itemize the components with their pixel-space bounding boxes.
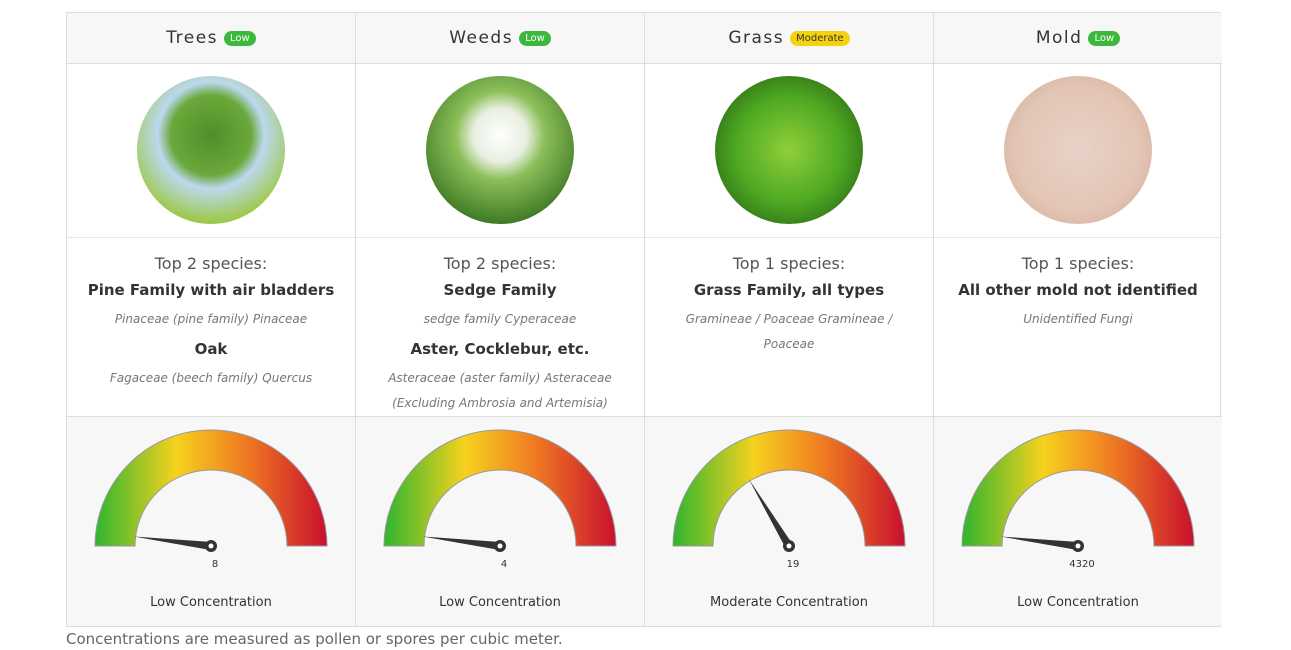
- image-cell: [356, 64, 644, 238]
- species-name: Grass Family, all types: [693, 280, 885, 299]
- top-species-label: Top 1 species:: [1021, 253, 1135, 273]
- species-latin: Pinaceae (pine family) Pinaceae: [114, 311, 308, 326]
- column: Mold Low Top 1 species: All other mold not …: [934, 13, 1222, 626]
- gauge-value: 8: [212, 559, 218, 570]
- column: Trees Low Top 2 species: Pine Family with a…: [67, 13, 356, 626]
- category-name: Grass: [728, 28, 785, 49]
- top-species-label: Top 2 species:: [154, 253, 268, 273]
- concentration-label: Low Concentration: [439, 595, 561, 610]
- gauge-value: 4: [501, 559, 507, 570]
- species-cell: Top 2 species: Sedge Family sedge family C…: [356, 238, 644, 417]
- species-name: All other mold not identified: [958, 280, 1198, 299]
- gauge-cell: 4320 Low Concentration: [934, 417, 1222, 626]
- image-cell: [645, 64, 933, 238]
- level-badge: Low: [519, 30, 551, 46]
- column: Grass Moderate Top 1 species: Grass Family,…: [645, 13, 934, 626]
- species-name: Oak: [194, 339, 228, 358]
- category-image: [137, 76, 285, 225]
- image-circle: [1004, 76, 1152, 225]
- column-header: Weeds Low: [356, 13, 644, 65]
- gauge-needle: [748, 479, 793, 549]
- column-header: Mold Low: [934, 13, 1222, 65]
- category-name: Weeds: [449, 28, 514, 49]
- gauge-arc: [94, 429, 328, 547]
- needle-hub-inner: [786, 543, 792, 549]
- level-badge: Moderate: [790, 30, 850, 46]
- gauge-needle: [422, 536, 501, 550]
- gauge: 4 Low Concentration: [383, 429, 617, 610]
- image-circle: [137, 76, 285, 225]
- category-name: Mold: [1035, 28, 1083, 49]
- species-latin: Unidentified Fungi: [1023, 311, 1133, 326]
- species-latin: Asteraceae (aster family) Asteraceae (Ex…: [388, 370, 612, 410]
- concentration-label: Low Concentration: [150, 595, 272, 610]
- concentration-label: Low Concentration: [1017, 595, 1139, 610]
- gauge-arc: [383, 429, 617, 547]
- column-header: Trees Low: [67, 13, 355, 65]
- image-circle: [715, 76, 863, 225]
- gauge-needle: [1000, 536, 1079, 550]
- needle-hub-inner: [208, 543, 214, 549]
- gauge-cell: 8 Low Concentration: [67, 417, 355, 626]
- top-species-label: Top 1 species:: [732, 253, 846, 273]
- column-header: Grass Moderate: [645, 13, 933, 65]
- needle-hub-inner: [1075, 543, 1081, 549]
- species-cell: Top 1 species: Grass Family, all types Gra…: [645, 238, 933, 417]
- top-species-label: Top 2 species:: [443, 253, 557, 273]
- gauge-cell: 4 Low Concentration: [356, 417, 644, 626]
- level-badge: Low: [224, 30, 256, 46]
- gauge: 19 Moderate Concentration: [672, 429, 906, 610]
- needle-hub-inner: [497, 543, 503, 549]
- species-latin: Fagaceae (beech family) Quercus: [109, 370, 313, 385]
- pollen-grid: Trees Low Top 2 species: Pine Family with a…: [66, 12, 1222, 627]
- level-badge: Low: [1088, 30, 1121, 46]
- species-name: Sedge Family: [443, 280, 557, 299]
- gauge: 8 Low Concentration: [94, 429, 328, 610]
- category-image: [426, 76, 574, 225]
- gauge-needle: [133, 536, 212, 550]
- footer-note: Concentrations are measured as pollen or…: [66, 630, 563, 648]
- species-latin: Gramineae / Poaceae Gramineae / Poaceae: [685, 311, 893, 351]
- category-image: [1004, 76, 1152, 225]
- species-cell: Top 1 species: All other mold not identif…: [934, 238, 1222, 417]
- gauge-arc: [672, 429, 906, 547]
- category-image: [715, 76, 863, 225]
- category-name: Trees: [166, 28, 219, 49]
- species-latin: sedge family Cyperaceae: [423, 311, 577, 326]
- gauge-value: 4320: [1069, 559, 1094, 570]
- gauge-cell: 19 Moderate Concentration: [645, 417, 933, 626]
- column: Weeds Low Top 2 species: Sedge Family sedge …: [356, 13, 645, 626]
- image-cell: [67, 64, 355, 238]
- species-cell: Top 2 species: Pine Family with air bladd…: [67, 238, 355, 417]
- species-name: Pine Family with air bladders: [87, 280, 335, 299]
- gauge: 4320 Low Concentration: [961, 429, 1195, 610]
- gauge-arc: [961, 429, 1195, 547]
- concentration-label: Moderate Concentration: [710, 595, 868, 610]
- image-cell: [934, 64, 1222, 238]
- image-circle: [426, 76, 574, 225]
- gauge-value: 19: [787, 559, 800, 570]
- species-name: Aster, Cocklebur, etc.: [410, 339, 590, 358]
